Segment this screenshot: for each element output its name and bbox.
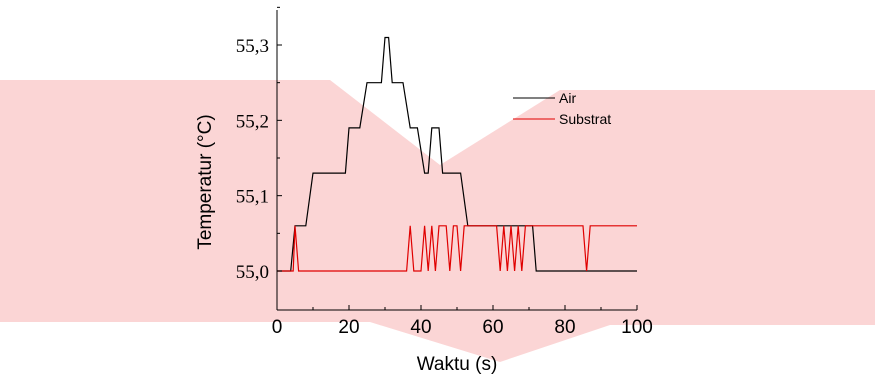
y-tick-label: 55,1 — [236, 187, 269, 208]
x-axis-title: Waktu (s) — [417, 354, 498, 375]
y-axis-title: Temperatur (°C) — [195, 114, 216, 249]
y-tick-label: 55,2 — [236, 111, 269, 132]
x-tick-label: 100 — [621, 317, 653, 338]
legend-label-air: Air — [559, 90, 576, 106]
legend: Air Substrat — [513, 90, 611, 127]
y-tick-label: 55,3 — [236, 36, 269, 57]
x-tick-label: 20 — [338, 317, 359, 338]
x-tick-label: 0 — [272, 317, 283, 338]
x-tick-label: 80 — [554, 317, 575, 338]
legend-label-substrat: Substrat — [559, 111, 611, 127]
x-tick-label: 40 — [410, 317, 431, 338]
series-line-air — [277, 36, 637, 272]
series-line-substrat — [277, 225, 637, 272]
x-tick-label: 60 — [482, 317, 503, 338]
y-tick-label: 55,0 — [236, 262, 269, 283]
